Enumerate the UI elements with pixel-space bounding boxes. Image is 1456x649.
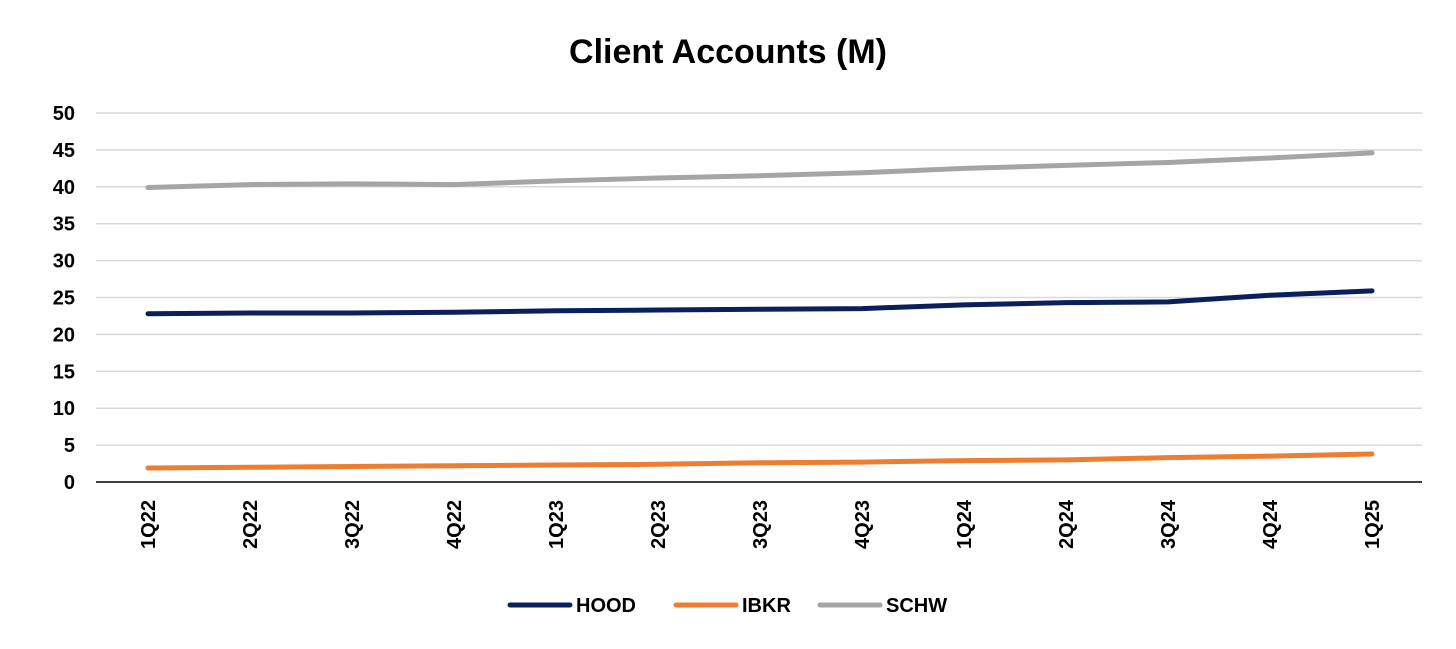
x-tick-label: 4Q22 [444, 500, 466, 549]
series-lines [145, 150, 1375, 471]
legend: HOOD IBKR SCHW [507, 595, 947, 617]
x-tick-label: 1Q23 [546, 500, 568, 549]
x-tick-label: 3Q24 [1158, 499, 1180, 549]
x-tick-label: 4Q24 [1260, 499, 1282, 549]
series-line-hood [145, 288, 1375, 317]
x-tick-label: 2Q23 [648, 500, 670, 549]
y-tick-label: 30 [53, 251, 75, 273]
x-axis-ticks: 1Q22 2Q22 3Q22 4Q22 1Q23 2Q23 3Q23 4Q23 1Q24 2Q24… [138, 499, 1384, 549]
x-tick-label: 1Q25 [1362, 500, 1384, 549]
x-tick-label: 3Q22 [342, 500, 364, 549]
y-tick-label: 40 [53, 177, 75, 199]
series-line-ibkr [145, 451, 1375, 471]
x-tick-label: 3Q23 [750, 500, 772, 549]
legend-label-schw: SCHW [886, 595, 947, 617]
x-tick-label: 1Q22 [138, 500, 160, 549]
x-tick-label: 2Q22 [240, 500, 262, 549]
y-tick-label: 10 [53, 398, 75, 420]
gridlines [96, 112, 1422, 446]
legend-label-hood: HOOD [576, 595, 636, 617]
x-tick-label: 1Q24 [954, 499, 976, 549]
y-tick-label: 35 [53, 214, 75, 236]
y-tick-label: 50 [53, 103, 75, 125]
y-tick-label: 25 [53, 288, 75, 310]
chart-title: Client Accounts (M) [569, 33, 887, 71]
y-tick-label: 5 [64, 435, 75, 457]
y-tick-label: 0 [64, 472, 75, 494]
x-tick-label: 2Q24 [1056, 499, 1078, 549]
series-line-schw [145, 150, 1375, 191]
y-tick-label: 45 [53, 140, 75, 162]
x-tick-label: 4Q23 [852, 500, 874, 549]
y-tick-label: 20 [53, 324, 75, 346]
legend-label-ibkr: IBKR [742, 595, 791, 617]
y-tick-label: 15 [53, 361, 75, 383]
y-axis-ticks: 0 5 10 15 20 25 30 35 40 45 50 [53, 103, 75, 494]
